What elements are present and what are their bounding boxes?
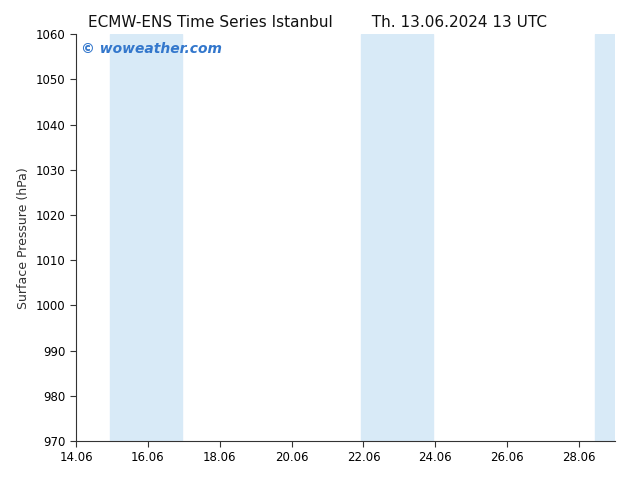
Bar (110, 34, 182, 441)
Bar (595, 34, 615, 441)
Text: ECMW-ENS Time Series Istanbul        Th. 13.06.2024 13 UTC: ECMW-ENS Time Series Istanbul Th. 13.06.… (87, 15, 547, 30)
Y-axis label: Surface Pressure (hPa): Surface Pressure (hPa) (17, 167, 30, 309)
Bar (361, 34, 433, 441)
Text: © woweather.com: © woweather.com (81, 43, 223, 56)
